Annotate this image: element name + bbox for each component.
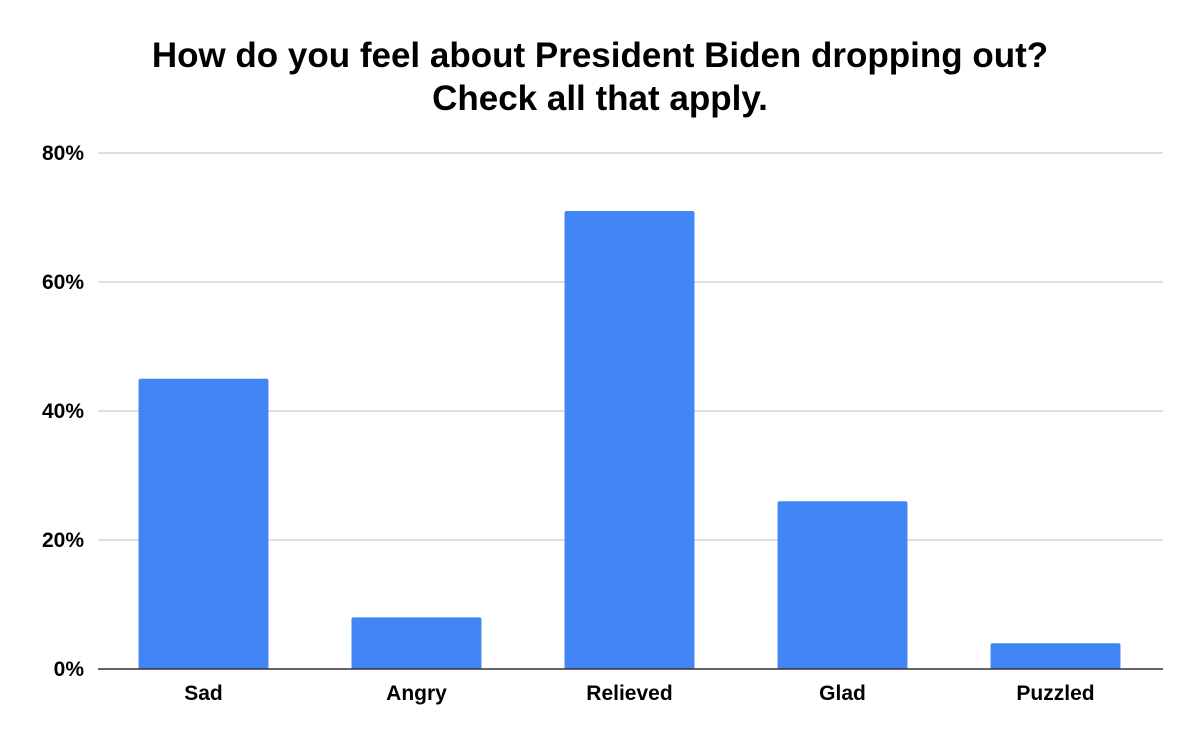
x-tick-label: Relieved (586, 682, 672, 705)
bar-glad (777, 501, 908, 669)
x-tick-label: Sad (184, 682, 223, 705)
y-tick-label: 60% (42, 271, 84, 294)
bar-sad (138, 378, 269, 669)
tick-labels: 0% 20% 40% 60% 80% Sad Angry Relieved Glad Puzzle… (42, 142, 1095, 705)
x-tick-label: Angry (386, 682, 447, 705)
x-tick-label: Glad (819, 682, 866, 705)
bar-relieved (564, 211, 695, 670)
y-tick-label: 20% (42, 529, 84, 552)
chart-title: How do you feel about President Biden dr… (0, 34, 1200, 120)
x-tick-label: Puzzled (1016, 682, 1094, 705)
bar-puzzled (990, 643, 1121, 669)
y-tick-label: 0% (54, 658, 85, 681)
chart-title-line-2: Check all that apply. (432, 79, 768, 118)
bar-angry (351, 617, 482, 669)
y-tick-label: 40% (42, 400, 84, 423)
chart-title-line-1: How do you feel about President Biden dr… (151, 36, 1049, 75)
bars (138, 211, 1121, 670)
y-tick-label: 80% (42, 142, 84, 165)
